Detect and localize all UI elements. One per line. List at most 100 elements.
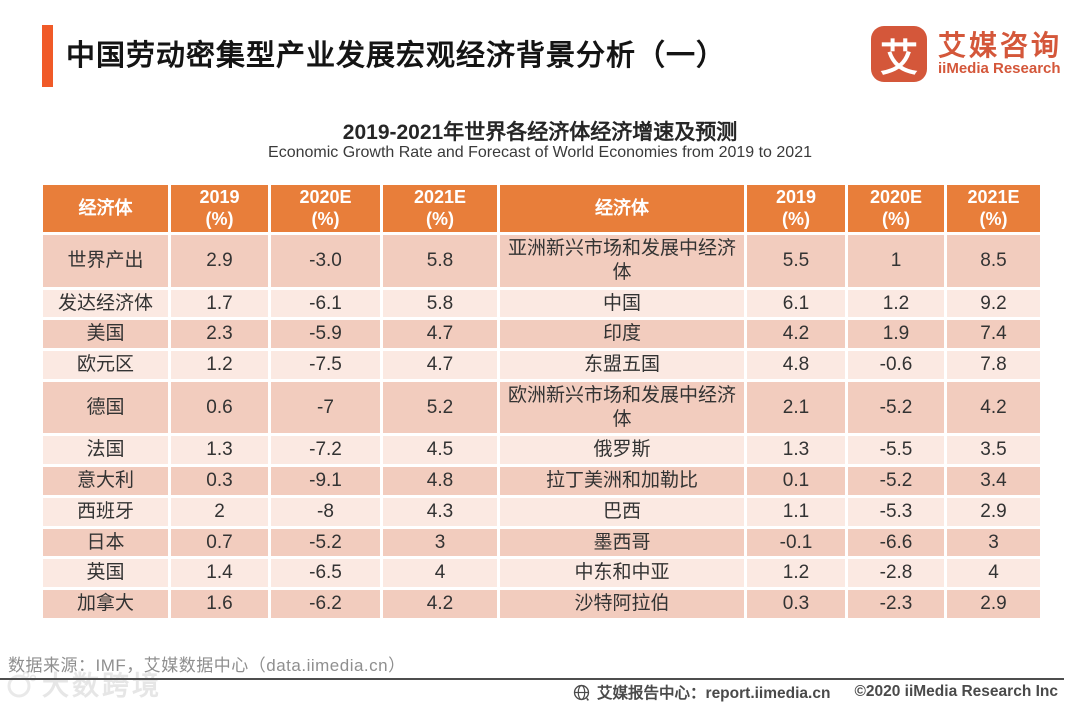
economy-cell: 沙特阿拉伯 (497, 587, 747, 621)
col-header-2019-left: 2019 (%) (168, 182, 271, 235)
value-cell: 1.3 (168, 433, 271, 467)
value-cell: 2.9 (944, 587, 1043, 621)
value-cell: 1.2 (845, 286, 947, 321)
data-source-note: 数据来源：IMF，艾媒数据中心（data.iimedia.cn） (8, 656, 406, 675)
table-row: 美国 2.3 -5.9 4.7 印度 4.2 1.9 7.4 (40, 317, 1043, 351)
value-cell: -0.6 (845, 348, 947, 382)
economy-cell: 西班牙 (40, 494, 171, 529)
value-cell: 4.8 (380, 464, 500, 498)
col-header-2021e-left: 2021E (%) (380, 182, 500, 235)
table-row: 发达经济体 1.7 -6.1 5.8 中国 6.1 1.2 9.2 (40, 286, 1043, 321)
value-cell: 4.5 (380, 433, 500, 467)
figure-title: 2019-2021年世界各经济体经济增速及预测 (342, 121, 738, 144)
logo-text: 艾媒咨询 iiMedia Research (938, 31, 1062, 76)
economy-cell: 亚洲新兴市场和发展中经济体 (497, 232, 747, 290)
col-header-2020e-left: 2020E (%) (268, 182, 383, 235)
table-row: 日本 0.7 -5.2 3 墨西哥 -0.1 -6.6 3 (40, 525, 1043, 560)
table-row: 意大利 0.3 -9.1 4.8 拉丁美洲和加勒比 0.1 -5.2 3.4 (40, 464, 1043, 498)
value-cell: -5.2 (845, 378, 947, 437)
value-cell: -7 (268, 378, 383, 437)
figure-subtitle: Economic Growth Rate and Forecast of Wor… (268, 144, 812, 161)
value-cell: 3 (380, 525, 500, 560)
value-cell: -5.3 (845, 494, 947, 529)
col-header-2021e-right: 2021E (%) (944, 182, 1043, 235)
value-cell: 0.6 (168, 378, 271, 437)
value-cell: -6.1 (268, 286, 383, 321)
value-cell: -6.2 (268, 587, 383, 621)
value-cell: 1.4 (168, 556, 271, 590)
logo-name-en: iiMedia Research (937, 59, 1061, 77)
value-cell: 2.1 (744, 378, 848, 437)
value-cell: -5.2 (845, 464, 947, 498)
economy-cell: 法国 (40, 433, 171, 467)
value-cell: 6.1 (744, 286, 848, 321)
value-cell: -6.6 (845, 525, 947, 560)
value-cell: 2 (168, 494, 271, 529)
table-row: 法国 1.3 -7.2 4.5 俄罗斯 1.3 -5.5 3.5 (40, 433, 1043, 467)
col-header-economy-left: 经济体 (40, 182, 171, 235)
col-header-2019-right: 2019 (%) (744, 182, 848, 235)
value-cell: -3.0 (268, 232, 383, 290)
value-cell: 4.2 (744, 317, 848, 351)
economy-cell: 欧元区 (40, 348, 171, 382)
value-cell: 1.7 (168, 286, 271, 321)
value-cell: 2.9 (944, 494, 1043, 529)
economy-cell: 德国 (40, 378, 171, 437)
value-cell: 1.9 (845, 317, 947, 351)
economy-cell: 发达经济体 (40, 286, 171, 321)
col-header-economy-right: 经济体 (497, 182, 747, 235)
value-cell: 4 (944, 556, 1043, 590)
value-cell: -6.5 (268, 556, 383, 590)
economy-cell: 英国 (40, 556, 171, 590)
table-header-row: 经济体 2019 (%) 2020E (%) 2021E (%) 经济体 2019 (%… (40, 182, 1043, 235)
copyright-text: ©2020 iiMedia Research Inc (854, 683, 1058, 700)
economy-cell: 加拿大 (40, 587, 171, 621)
value-cell: 9.2 (944, 286, 1043, 321)
economy-cell: 俄罗斯 (497, 433, 747, 467)
economy-cell: 印度 (497, 317, 747, 351)
iimedia-logo: 艾 艾媒咨询 iiMedia Research (870, 26, 1062, 82)
value-cell: -5.2 (268, 525, 383, 560)
logo-name-zh: 艾媒咨询 (937, 30, 1062, 62)
logo-glyph: 艾 (879, 37, 918, 80)
table-row: 世界产出 2.9 -3.0 5.8 亚洲新兴市场和发展中经济体 5.5 1 8.5 (40, 232, 1043, 290)
value-cell: 1.1 (744, 494, 848, 529)
value-cell: 1.2 (168, 348, 271, 382)
iimedia-logo-icon: 艾 (870, 26, 927, 82)
table-row: 欧元区 1.2 -7.5 4.7 东盟五国 4.8 -0.6 7.8 (40, 348, 1043, 382)
economy-cell: 中国 (497, 286, 747, 321)
value-cell: 2.9 (168, 232, 271, 290)
economy-cell: 拉丁美洲和加勒比 (497, 464, 747, 498)
value-cell: 4.3 (380, 494, 500, 529)
economy-cell: 美国 (40, 317, 171, 351)
value-cell: 4.2 (380, 587, 500, 621)
value-cell: 1 (845, 232, 947, 290)
value-cell: 4.2 (944, 378, 1043, 437)
economy-cell: 日本 (40, 525, 171, 560)
value-cell: -2.8 (845, 556, 947, 590)
value-cell: 5.8 (380, 286, 500, 321)
value-cell: 3.5 (944, 433, 1043, 467)
report-center-link[interactable]: 艾媒报告中心：report.iimedia.cn (597, 685, 831, 702)
value-cell: 2.3 (168, 317, 271, 351)
table-row: 西班牙 2 -8 4.3 巴西 1.1 -5.3 2.9 (40, 494, 1043, 529)
value-cell: 5.8 (380, 232, 500, 290)
value-cell: 3.4 (944, 464, 1043, 498)
economy-cell: 欧洲新兴市场和发展中经济体 (497, 378, 747, 437)
value-cell: 0.3 (744, 587, 848, 621)
value-cell: 4.7 (380, 348, 500, 382)
value-cell: 1.2 (744, 556, 848, 590)
value-cell: -9.1 (268, 464, 383, 498)
value-cell: 0.3 (168, 464, 271, 498)
title-accent-bar (42, 25, 53, 87)
page-title: 中国劳动密集型产业发展宏观经济背景分析（一） (66, 40, 727, 72)
table-row: 加拿大 1.6 -6.2 4.2 沙特阿拉伯 0.3 -2.3 2.9 (40, 587, 1043, 621)
value-cell: -8 (268, 494, 383, 529)
value-cell: 8.5 (944, 232, 1043, 290)
economy-cell: 世界产出 (40, 232, 171, 290)
value-cell: 7.4 (944, 317, 1043, 351)
value-cell: 1.3 (744, 433, 848, 467)
table-row: 英国 1.4 -6.5 4 中东和中亚 1.2 -2.8 4 (40, 556, 1043, 590)
value-cell: 7.8 (944, 348, 1043, 382)
